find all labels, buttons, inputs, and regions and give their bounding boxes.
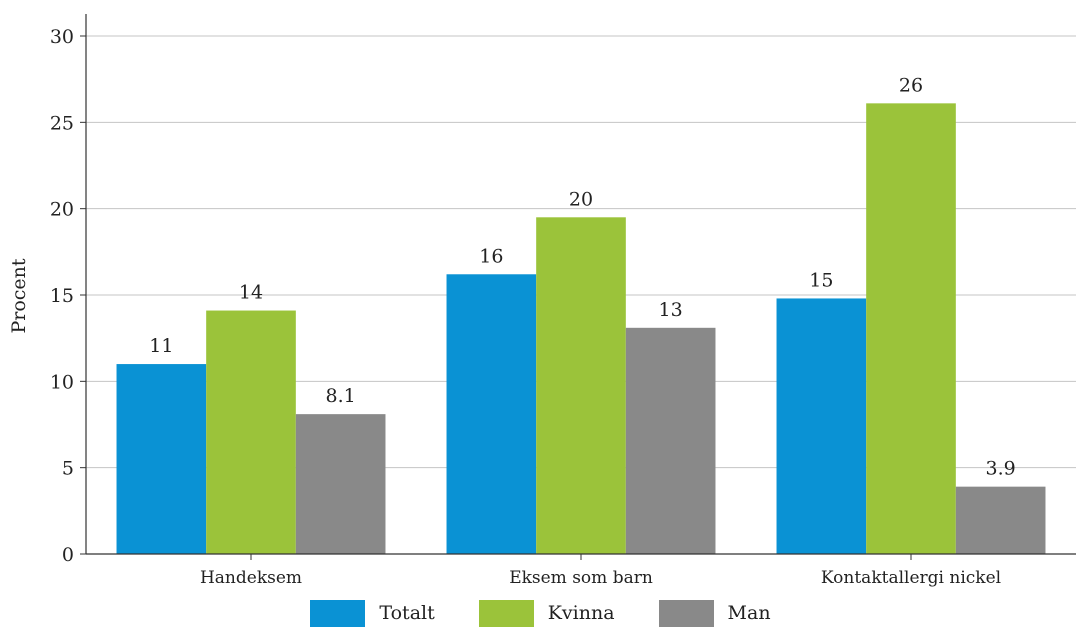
bar-man-1	[625, 327, 716, 554]
y-tick-label: 10	[50, 371, 74, 393]
legend-label-totalt: Totalt	[379, 602, 435, 624]
data-label: 16	[479, 245, 503, 267]
legend-swatch-totalt	[310, 599, 366, 627]
legend-label-man: Man	[727, 602, 771, 624]
data-label: 3.9	[986, 458, 1016, 480]
data-label: 15	[809, 269, 833, 291]
data-label: 11	[149, 335, 173, 357]
bar-totalt-2	[776, 298, 867, 554]
legend-item-totalt: Totalt	[310, 599, 435, 627]
y-tick-label: 5	[62, 458, 74, 480]
bar-totalt-1	[446, 274, 537, 554]
x-axis-ticks: Handeksem Eksem som barn Kontaktallergi ni…	[200, 554, 1001, 588]
bar-kvinna-2	[866, 103, 956, 554]
bar-kvinna-1	[536, 217, 626, 555]
bar-kvinna-0	[206, 310, 296, 554]
y-tick-label: 30	[50, 26, 74, 48]
legend-item-man: Man	[658, 599, 771, 627]
legend-item-kvinna: Kvinna	[478, 599, 615, 627]
data-labels: 11 14 8.1 16 20 13 15 26 3.9	[149, 74, 1016, 479]
y-tick-label: 25	[50, 112, 74, 134]
y-tick-label: 0	[62, 544, 74, 566]
data-label: 14	[239, 282, 263, 304]
x-tick-label: Eksem som barn	[509, 568, 653, 588]
y-tick-label: 15	[50, 285, 74, 307]
legend-label-kvinna: Kvinna	[547, 602, 615, 624]
data-label: 13	[659, 299, 683, 321]
bars	[116, 103, 1046, 555]
x-tick-label: Handeksem	[200, 568, 302, 588]
data-label: 8.1	[326, 385, 356, 407]
bar-man-2	[955, 486, 1046, 554]
data-label: 20	[569, 188, 593, 210]
legend: Totalt Kvinna Man	[0, 598, 1081, 628]
legend-swatch-man	[658, 599, 714, 627]
bar-totalt-0	[116, 364, 207, 554]
legend-swatch-kvinna	[478, 599, 534, 627]
y-axis-ticks: 0 5 10 15 20 25 30	[50, 26, 86, 566]
y-tick-label: 20	[50, 199, 74, 221]
data-label: 26	[899, 74, 923, 96]
y-axis-label: Procent	[8, 258, 30, 333]
x-tick-label: Kontaktallergi nickel	[821, 568, 1001, 588]
bar-man-0	[295, 414, 386, 554]
